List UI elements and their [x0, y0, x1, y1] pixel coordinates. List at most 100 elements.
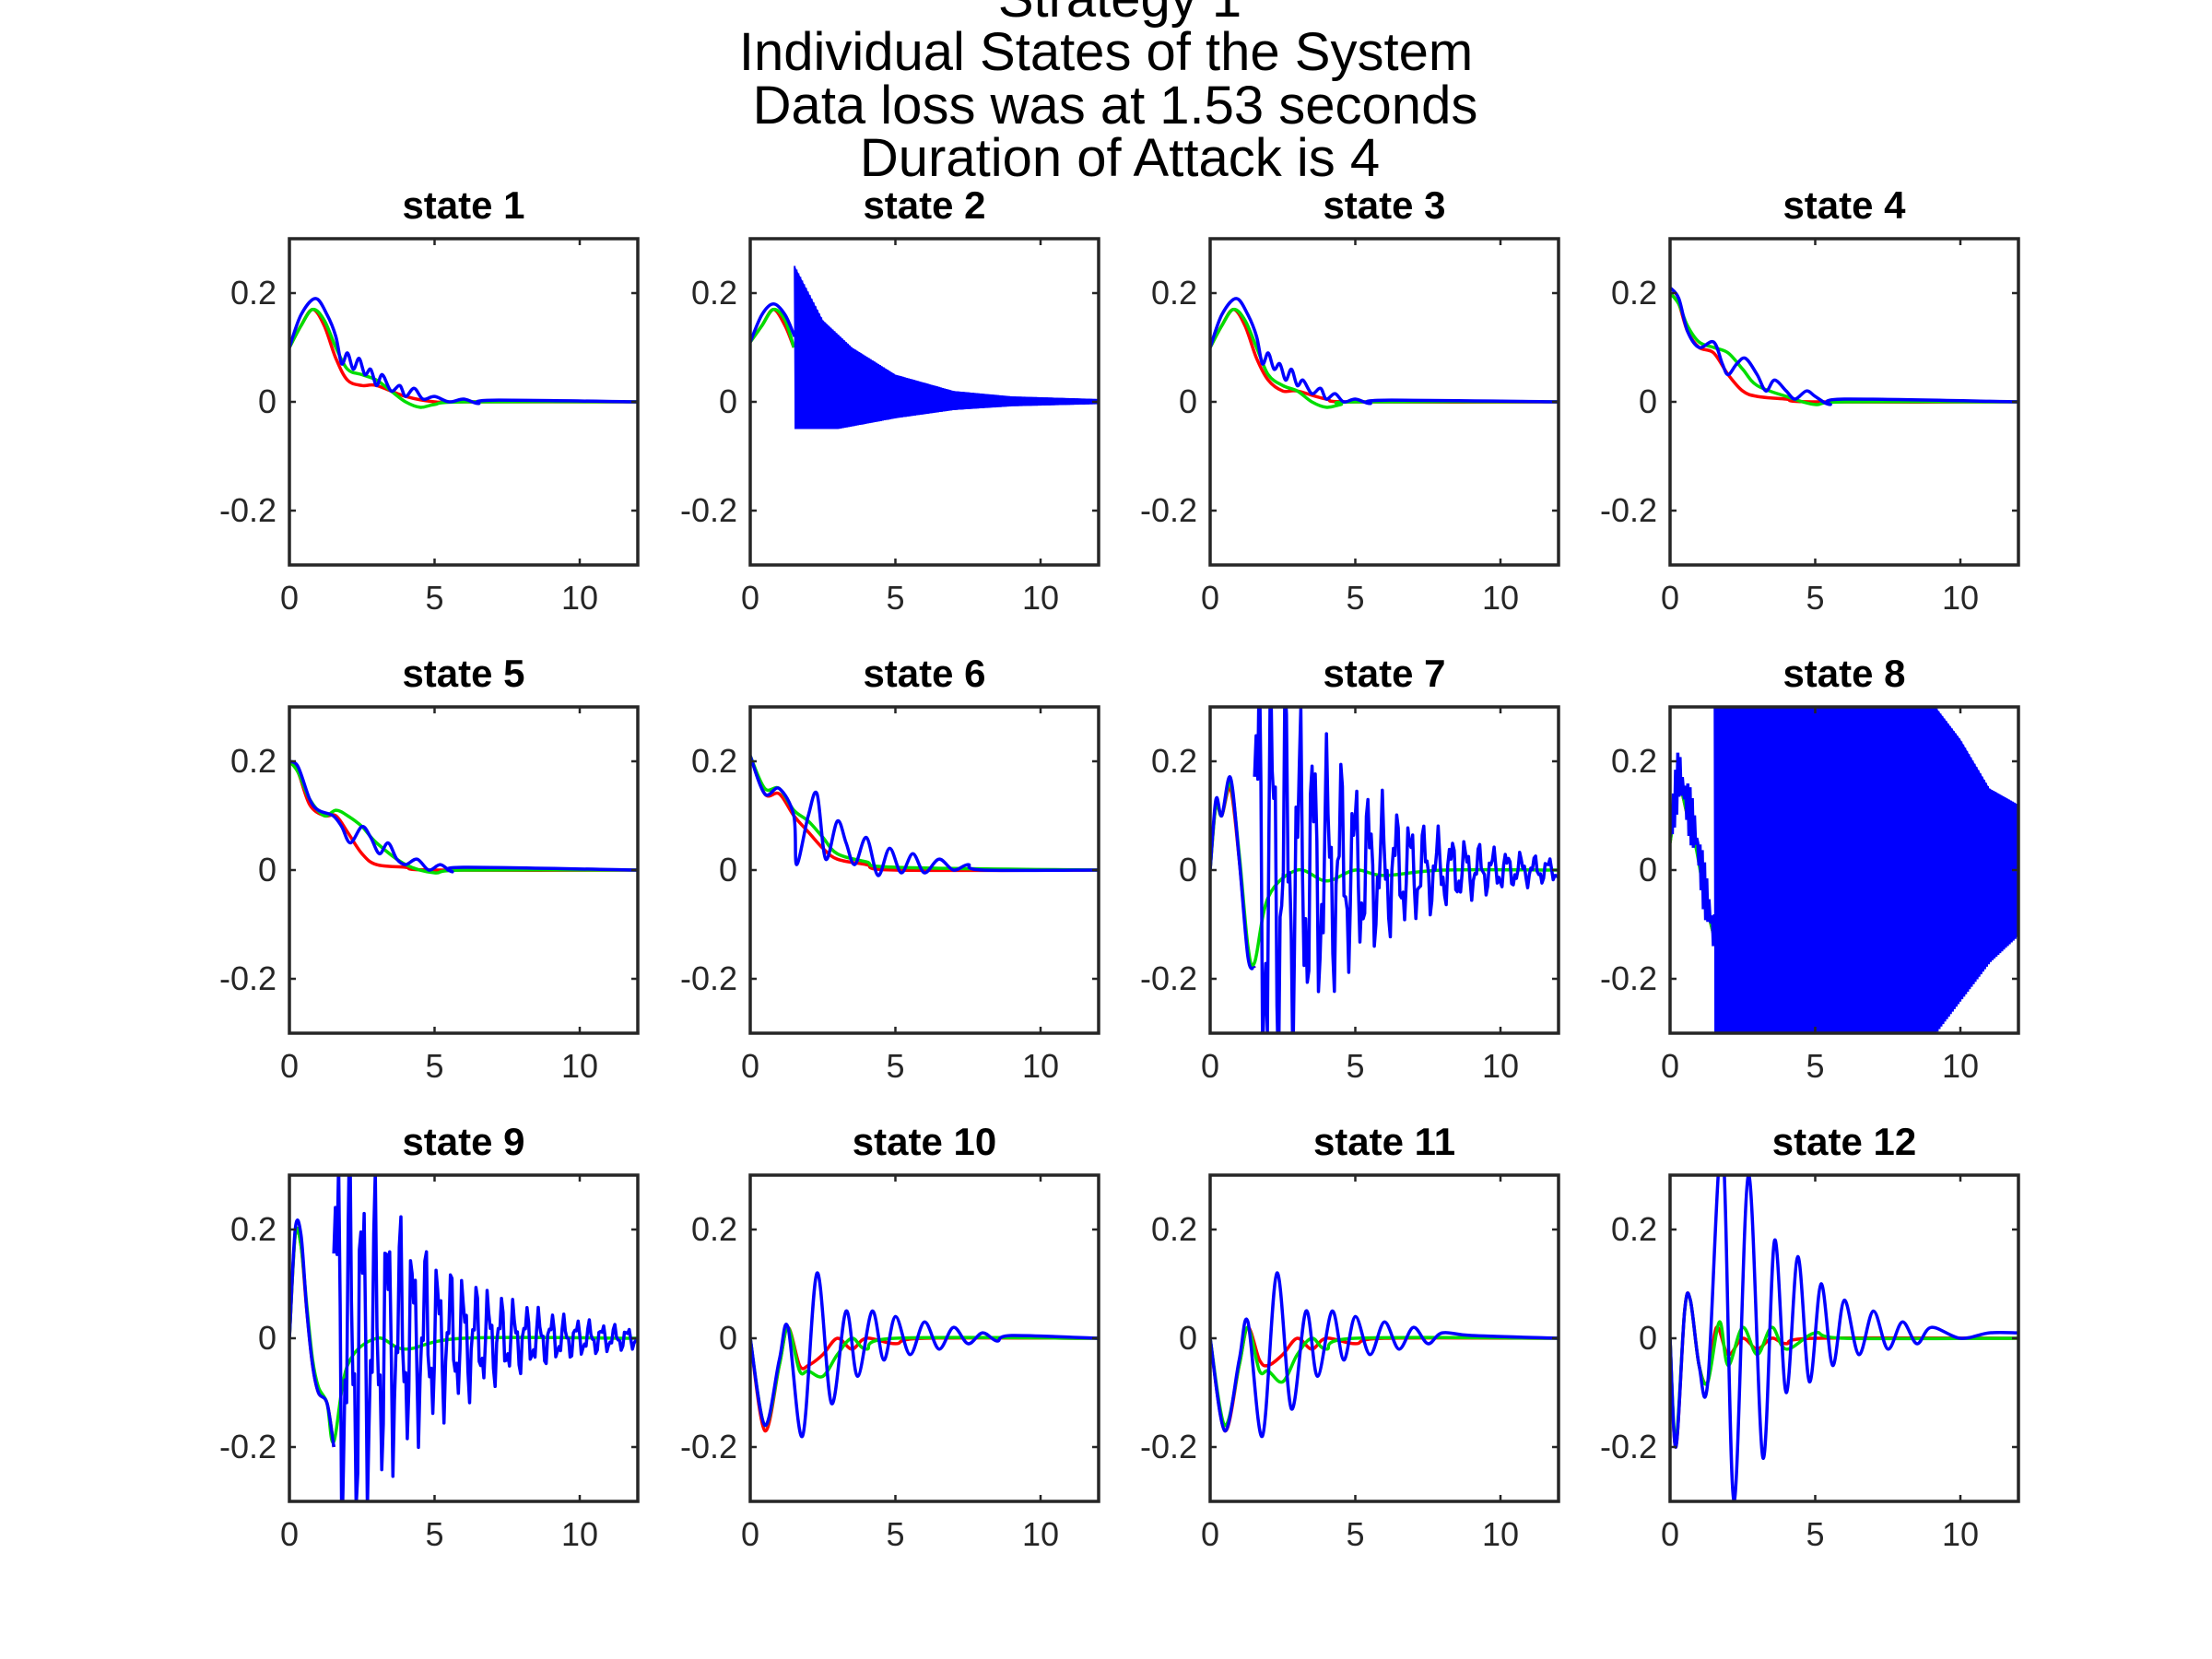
x-tick-label: 5 — [886, 1047, 904, 1085]
x-tick-label: 0 — [741, 1515, 759, 1553]
axes-frame — [748, 237, 1100, 567]
x-tick-label: 10 — [1022, 1047, 1059, 1085]
y-tick-label: 0.2 — [691, 274, 737, 312]
series-line-9-3 — [332, 1175, 638, 1501]
y-tick-label: 0 — [1179, 851, 1197, 888]
subplot-state-12: 0 5 10 0.2 0 -0.2 state 12 — [1600, 1120, 2020, 1553]
y-tick-label: 0.2 — [1151, 1210, 1197, 1248]
x-tick-label: 0 — [741, 1047, 759, 1085]
subplot-title: state 3 — [1323, 183, 1445, 227]
x-tick-label: 5 — [1806, 579, 1824, 617]
figure-title-line-4: Duration of Attack is 4 — [860, 128, 1380, 188]
x-tick-label: 10 — [1482, 579, 1519, 617]
y-tick-label: 0.2 — [230, 1210, 276, 1248]
figure-title-line-3: Data loss was at 1.53 seconds — [753, 76, 1478, 135]
x-tick-label: 5 — [1346, 579, 1364, 617]
x-tick-label: 10 — [1482, 1515, 1519, 1553]
series-line-4-3 — [1670, 286, 2018, 406]
x-tick-label: 0 — [1201, 1047, 1219, 1085]
series-line-1-3 — [289, 297, 638, 406]
x-tick-label: 10 — [561, 579, 598, 617]
y-tick-label: 0 — [1179, 382, 1197, 420]
subplot-state-7: 0 5 10 0.2 0 -0.2 state 7 — [1140, 652, 1560, 1085]
axes-frame — [288, 237, 640, 567]
x-tick-label: 5 — [425, 1047, 443, 1085]
y-tick-label: 0 — [1639, 851, 1657, 888]
x-tick-label: 5 — [1346, 1515, 1364, 1553]
y-tick-label: 0 — [258, 1319, 276, 1357]
series-line-7-3 — [1253, 707, 1559, 1033]
subplot-title: state 1 — [402, 183, 524, 227]
subplot-title: state 11 — [1313, 1120, 1455, 1163]
y-tick-label: -0.2 — [680, 491, 737, 529]
series-line-2-2 — [750, 307, 795, 348]
series-line-3-2 — [1210, 307, 1559, 409]
y-tick-label: -0.2 — [680, 959, 737, 997]
x-tick-label: 0 — [1201, 579, 1219, 617]
subplot-state-2: 0 5 10 0.2 0 -0.2 state 2 — [680, 183, 1100, 617]
axes-frame — [1668, 237, 2020, 567]
series-line-5-3 — [289, 759, 638, 874]
x-tick-label: 10 — [1942, 1047, 1979, 1085]
y-tick-label: 0.2 — [230, 742, 276, 780]
y-tick-label: -0.2 — [1600, 959, 1657, 997]
y-tick-label: -0.2 — [219, 959, 276, 997]
y-tick-label: 0.2 — [691, 742, 737, 780]
y-tick-label: -0.2 — [1140, 491, 1197, 529]
x-tick-label: 5 — [425, 579, 443, 617]
figure-title-line-1: Strategy 1 — [998, 0, 1241, 29]
y-tick-label: 0 — [258, 382, 276, 420]
series-line-8-4 — [1713, 707, 2018, 1033]
axes-frame — [1208, 1173, 1560, 1503]
y-tick-label: 0.2 — [1611, 274, 1657, 312]
x-tick-label: 5 — [1806, 1515, 1824, 1553]
x-tick-label: 0 — [741, 579, 759, 617]
series-line-6-3 — [750, 755, 1099, 877]
y-tick-label: -0.2 — [1140, 1428, 1197, 1465]
y-tick-label: 0.2 — [1611, 1210, 1657, 1248]
subplot-state-8: 0 5 10 0.2 0 -0.2 state 8 — [1600, 652, 2020, 1085]
y-tick-label: -0.2 — [1140, 959, 1197, 997]
series-line-2-4 — [794, 265, 1099, 429]
plot-area — [750, 265, 1099, 429]
y-tick-label: 0 — [258, 851, 276, 888]
plot-area — [289, 297, 638, 409]
plot-area — [1670, 707, 2018, 1033]
x-tick-label: 0 — [280, 579, 299, 617]
plot-area — [1670, 1175, 2018, 1501]
x-tick-label: 0 — [1661, 1047, 1679, 1085]
axes-frame — [1208, 705, 1560, 1035]
x-tick-label: 10 — [1022, 579, 1059, 617]
subplot-title: state 8 — [1783, 652, 1905, 695]
y-tick-label: 0.2 — [1611, 742, 1657, 780]
figure-title: Strategy 1 Individual States of the Syst… — [739, 0, 1477, 188]
y-tick-label: 0 — [719, 851, 737, 888]
y-tick-label: -0.2 — [219, 491, 276, 529]
x-tick-label: 0 — [280, 1515, 299, 1553]
x-tick-label: 10 — [1022, 1515, 1059, 1553]
axes-frame — [748, 705, 1100, 1035]
x-tick-label: 10 — [561, 1047, 598, 1085]
y-tick-label: -0.2 — [1600, 491, 1657, 529]
series-line-3-3 — [1210, 297, 1559, 406]
y-tick-label: -0.2 — [219, 1428, 276, 1465]
subplot-title: state 6 — [863, 652, 985, 695]
axes-frame — [1668, 1173, 2020, 1503]
y-tick-label: 0.2 — [1151, 274, 1197, 312]
axes-frame — [1208, 237, 1560, 567]
y-tick-label: -0.2 — [680, 1428, 737, 1465]
x-tick-label: 0 — [1201, 1515, 1219, 1553]
x-tick-label: 10 — [561, 1515, 598, 1553]
series-line-11-3 — [1210, 1271, 1559, 1438]
subplot-state-4: 0 5 10 0.2 0 -0.2 state 4 — [1600, 183, 2020, 617]
x-tick-label: 5 — [1806, 1047, 1824, 1085]
subplot-title: state 4 — [1783, 183, 1906, 227]
plot-area — [1210, 1271, 1559, 1438]
subplot-state-11: 0 5 10 0.2 0 -0.2 state 11 — [1140, 1120, 1560, 1553]
x-tick-label: 0 — [1661, 579, 1679, 617]
x-tick-label: 5 — [886, 1515, 904, 1553]
subplot-title: state 10 — [853, 1120, 996, 1163]
series-line-12-3 — [1670, 1175, 2018, 1501]
